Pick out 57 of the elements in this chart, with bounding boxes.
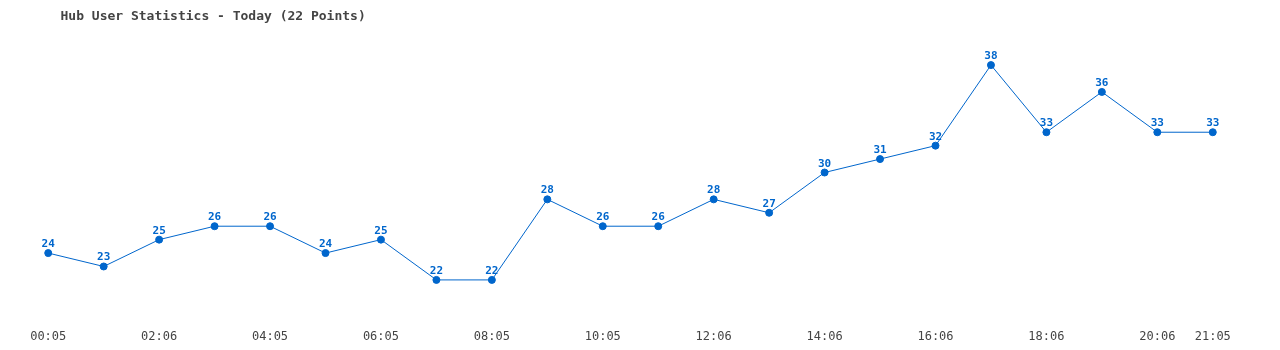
chart-title: Hub User Statistics - Today (22 Points)	[60, 7, 366, 23]
point	[376, 235, 385, 244]
point	[820, 168, 829, 177]
data-label: 22	[429, 263, 444, 277]
point	[487, 275, 496, 284]
x-tick-label: 20:06	[1139, 328, 1176, 343]
data-label: 27	[762, 196, 776, 210]
data-label: 26	[207, 210, 222, 224]
point	[99, 262, 108, 271]
data-label: 25	[152, 223, 166, 237]
point	[210, 222, 219, 231]
x-tick-label: 18:06	[1028, 328, 1065, 343]
point	[765, 208, 774, 217]
point	[986, 61, 995, 70]
point	[1042, 128, 1051, 137]
data-label: 26	[651, 210, 666, 224]
point	[44, 249, 53, 258]
x-tick-label: 12:06	[695, 328, 732, 343]
point	[266, 222, 275, 231]
x-tick-label: 00:05	[30, 328, 67, 343]
point	[654, 222, 663, 231]
point	[1097, 87, 1106, 96]
point	[931, 141, 940, 150]
data-label: 32	[928, 129, 943, 143]
data-label: 23	[97, 250, 111, 264]
data-label: 22	[485, 263, 499, 277]
point	[709, 195, 718, 204]
x-tick-label: 02:06	[141, 328, 178, 343]
data-label: 33	[1150, 116, 1164, 130]
x-tick-label: 21:05	[1194, 328, 1231, 343]
data-label: 24	[318, 237, 333, 251]
data-label: 33	[1206, 116, 1220, 130]
point	[155, 235, 164, 244]
x-tick-label: 16:06	[917, 328, 954, 343]
data-label: 33	[1039, 116, 1054, 130]
data-label: 26	[596, 210, 610, 224]
data-label: 26	[263, 210, 278, 224]
x-tick-label: 14:06	[806, 328, 843, 343]
data-label: 28	[540, 183, 554, 197]
data-label: 25	[374, 223, 388, 237]
point	[543, 195, 552, 204]
x-tick-label: 06:05	[362, 328, 400, 343]
x-tick-label: 10:05	[584, 328, 621, 343]
point	[1208, 128, 1217, 137]
data-label: 36	[1095, 75, 1109, 89]
data-label: 24	[41, 237, 56, 251]
data-label: 31	[873, 143, 888, 157]
x-tick-label: 04:05	[251, 328, 289, 343]
data-label: 28	[707, 183, 721, 197]
point	[321, 249, 330, 258]
point	[1153, 128, 1162, 137]
point	[876, 155, 885, 164]
point	[432, 275, 441, 284]
data-label: 38	[984, 49, 998, 63]
x-tick-label: 08:05	[473, 328, 510, 343]
point	[598, 222, 607, 231]
data-label: 30	[817, 156, 832, 170]
